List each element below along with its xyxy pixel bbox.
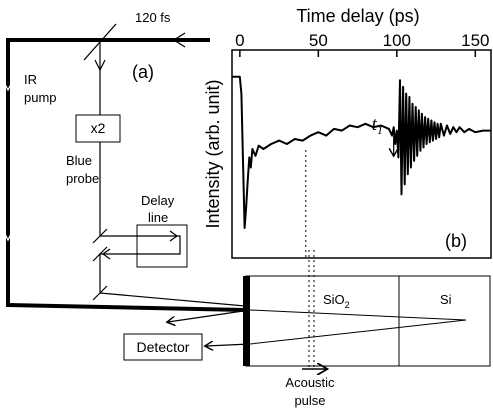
detector-label: Detector xyxy=(137,339,190,355)
panel-b-label: (b) xyxy=(445,231,467,251)
reflection-to-detector-1 xyxy=(168,309,251,322)
detector-box xyxy=(123,333,203,361)
delay-line-label-2: line xyxy=(148,210,168,225)
delay-line-box xyxy=(136,224,188,268)
plot-frame xyxy=(231,49,492,259)
sio2-label: SiO2 xyxy=(323,292,350,310)
transducer-film xyxy=(243,276,250,366)
pump-beam-to-sample xyxy=(7,303,246,312)
input-arrow xyxy=(172,32,186,48)
reflection-to-detector-2 xyxy=(206,344,251,346)
probe-to-sample xyxy=(99,292,246,307)
sample: SiO2 Si Acoustic pulse xyxy=(168,250,491,408)
series-lines xyxy=(232,75,491,229)
blue-probe-label-2: probe xyxy=(66,171,99,186)
probe-multi-reflection xyxy=(249,309,467,345)
x-axis-title: Time delay (ps) xyxy=(296,6,419,26)
acoustic-label-1: Acoustic xyxy=(285,375,335,390)
setup-diagram: x2 120 fs IR pump Blue probe Delay line … xyxy=(2,10,246,361)
ir-pump-label-2: pump xyxy=(24,90,57,105)
ir-pump-label-1: IR xyxy=(24,72,37,87)
x-tick-label: 100 xyxy=(383,31,411,50)
mirror-2 xyxy=(92,246,108,262)
delay-line-label-1: Delay xyxy=(141,193,175,208)
x-tick-labels: 0 50 100 150 xyxy=(235,31,489,50)
probe-arrow xyxy=(94,59,106,72)
si-label: Si xyxy=(440,292,452,307)
delay-arrow-top xyxy=(169,230,179,242)
y-axis-title: Intensity (arb. unit) xyxy=(203,79,223,228)
pulse-label: 120 fs xyxy=(135,10,171,25)
delay-line-path xyxy=(99,235,181,293)
panel-a-label: (a) xyxy=(132,62,154,82)
doubler-label: x2 xyxy=(91,120,106,136)
x-tick-label: 50 xyxy=(309,31,328,50)
pump-arrow-2 xyxy=(2,229,14,242)
delay-arrow-bottom xyxy=(101,248,111,260)
mirror-1 xyxy=(92,228,108,244)
frequency-doubler-box xyxy=(75,114,121,143)
x-tick-label: 0 xyxy=(235,31,244,50)
series-line xyxy=(232,75,491,229)
acoustic-label-2: pulse xyxy=(294,393,325,408)
blue-probe-label-1: Blue xyxy=(66,153,92,168)
t1-annotation: t1 xyxy=(372,114,383,137)
pump-arrow xyxy=(2,79,14,92)
x-tick-label: 150 xyxy=(461,31,489,50)
x-ticks xyxy=(239,50,477,57)
chart: Time delay (ps) 0 50 100 150 Intensity (arb… xyxy=(203,6,492,259)
